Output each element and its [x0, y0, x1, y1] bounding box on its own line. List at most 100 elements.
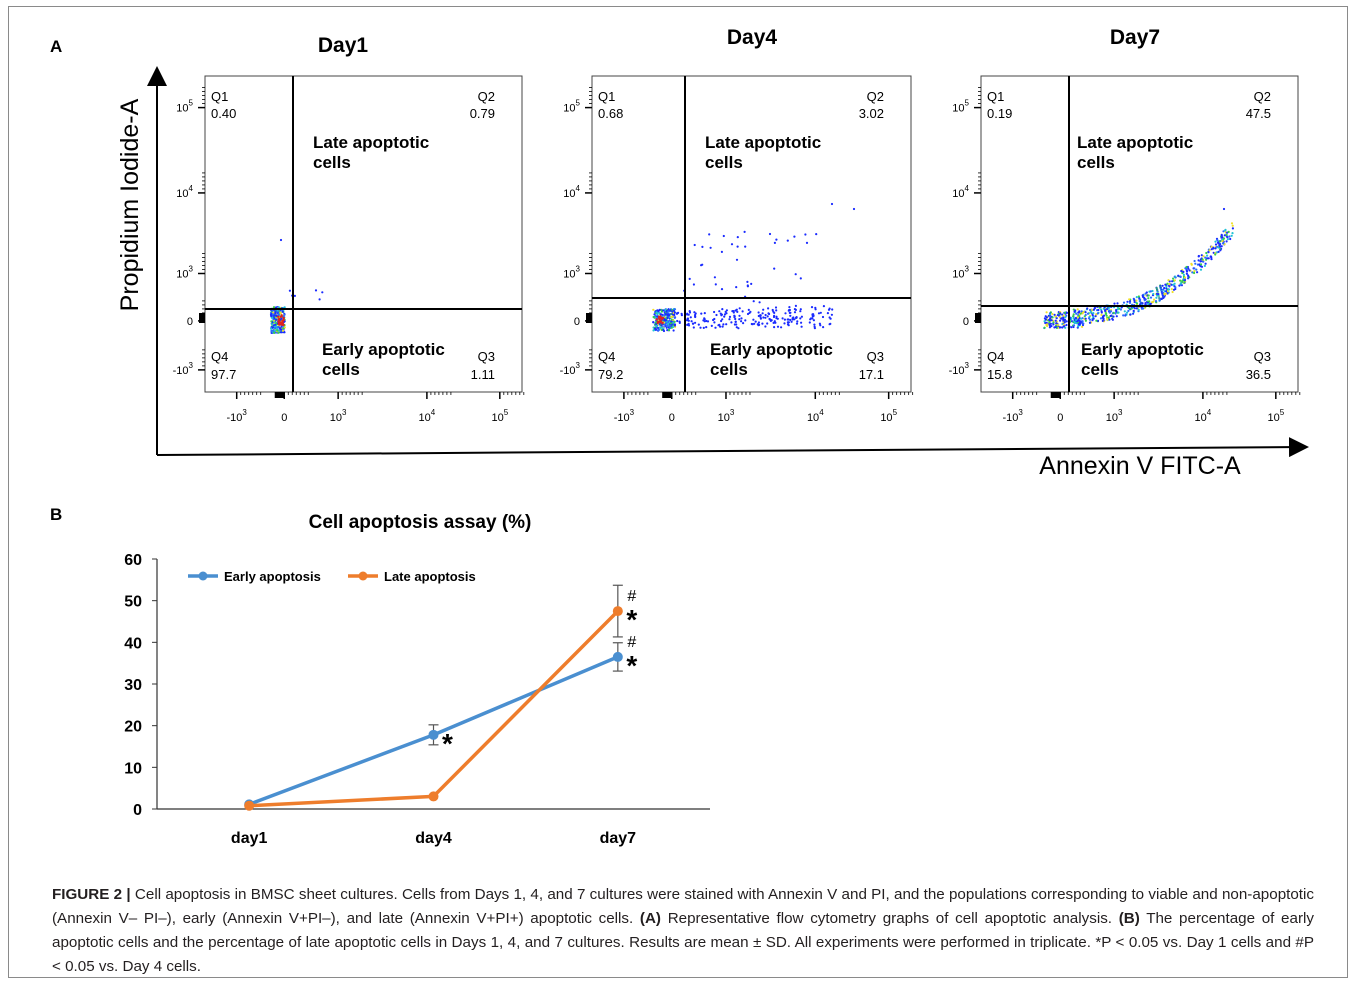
flow-dot — [1100, 308, 1103, 311]
flow-dot — [1081, 320, 1084, 323]
flow-dot — [793, 311, 797, 314]
flow-dot — [1072, 313, 1075, 316]
flow-dot — [1064, 316, 1067, 319]
x-axis-tick-cluster — [662, 392, 673, 398]
flow-dot — [663, 323, 666, 326]
flow-dot — [761, 312, 764, 315]
late-apoptotic-label: Late apoptotic — [1077, 133, 1193, 152]
flow-dot — [1129, 313, 1132, 316]
flow-dot — [1193, 259, 1196, 263]
y-tick-label: 103 — [952, 265, 969, 281]
chart-y-tick-label: 0 — [133, 802, 142, 819]
flow-dot — [1230, 222, 1234, 225]
flow-dot — [1127, 309, 1130, 312]
flow-dot — [708, 233, 711, 236]
flow-dot — [709, 246, 712, 249]
flow-dot — [660, 320, 663, 323]
flow-dot — [1141, 302, 1144, 305]
flow-dot — [1206, 254, 1209, 257]
flow-dot — [655, 324, 658, 327]
flow-dot — [800, 315, 804, 318]
flow-dot — [1077, 325, 1080, 328]
y-axis-tick-cluster — [975, 313, 981, 323]
flow-dot — [671, 315, 674, 318]
flow-dot — [1231, 224, 1234, 227]
flow-dot — [664, 309, 667, 312]
flow-dot — [282, 315, 285, 318]
flow-dot — [657, 316, 661, 319]
flow-dot — [1208, 249, 1211, 252]
flow-dot — [1043, 320, 1046, 323]
legend-swatch-marker — [358, 571, 368, 581]
caption-label: FIGURE 2 | — [52, 886, 131, 903]
flow-dot — [1051, 312, 1054, 316]
flow-dot — [664, 312, 667, 316]
y-tick-label: 104 — [176, 184, 193, 200]
flow-dot — [794, 304, 798, 307]
flow-dot — [737, 327, 740, 330]
flow-dot — [1124, 313, 1127, 316]
quadrant-name: Q1 — [211, 89, 228, 104]
flow-dot — [270, 323, 273, 326]
x-tick-exponent: 3 — [1018, 408, 1023, 417]
chart-title: Cell apoptosis assay (%) — [309, 512, 532, 533]
flow-dot — [1137, 308, 1140, 311]
y-axis-tick-cluster — [199, 313, 205, 323]
chart-point — [428, 791, 439, 802]
flow-dot — [655, 311, 658, 314]
flow-dot — [1060, 317, 1063, 320]
flow-dot — [1149, 290, 1152, 293]
flow-dot — [1101, 319, 1104, 322]
flow-dot — [1076, 316, 1079, 319]
flow-dot — [281, 310, 284, 313]
flow-dot — [1072, 324, 1076, 327]
flow-dot — [736, 310, 739, 313]
flow-dot — [1052, 323, 1055, 326]
flow-dot — [1158, 299, 1161, 302]
flow-dot — [1052, 321, 1055, 324]
flow-dot — [808, 321, 811, 324]
flow-dot — [1210, 256, 1213, 259]
flow-dot — [288, 289, 291, 292]
flow-dot — [657, 329, 660, 332]
x-tick-label: 104 — [807, 408, 824, 424]
flow-dot — [781, 317, 784, 320]
flow-dot — [1123, 310, 1126, 313]
y-tick-exponent: 5 — [189, 99, 194, 108]
flow-dot — [1086, 312, 1090, 315]
chart-point — [428, 729, 439, 740]
flow-dot — [1214, 243, 1218, 246]
flow-dot — [723, 315, 726, 318]
quadrant-name: Q4 — [987, 349, 1004, 364]
flow-dot — [654, 321, 658, 324]
late-apoptotic-label: cells — [313, 153, 351, 172]
flow-dot — [659, 315, 662, 318]
x-tick-exponent: 4 — [819, 408, 824, 417]
flow-dot — [703, 317, 706, 320]
flow-dot — [762, 308, 765, 311]
flow-dot — [1135, 296, 1138, 299]
caption-b-label: (B) — [1118, 910, 1140, 927]
flow-dot — [732, 311, 735, 314]
flow-dot — [667, 308, 670, 311]
flow-dot — [1117, 311, 1120, 314]
flow-dot — [1094, 315, 1097, 318]
flow-dot — [673, 316, 676, 319]
flow-dot — [1147, 294, 1150, 297]
flow-dot — [813, 323, 816, 326]
x-tick-label: 103 — [330, 408, 347, 424]
flow-dot — [1084, 311, 1087, 314]
flow-dot — [687, 319, 690, 322]
flow-dot — [810, 306, 814, 309]
flow-dot — [772, 321, 775, 324]
flow-dot — [271, 326, 274, 329]
flow-dot — [1105, 314, 1108, 317]
flow-dot — [1207, 251, 1210, 254]
figure-canvas: A B Propidium Iodide-A Annexin V FITC-A … — [50, 26, 1309, 847]
quadrant-value-q4: 15.8 — [987, 367, 1012, 382]
flow-dot — [1103, 314, 1106, 317]
flow-dot — [814, 308, 817, 311]
flow-dot — [1048, 324, 1051, 327]
y-tick-exponent: 3 — [189, 265, 194, 274]
x-tick-label: 105 — [880, 408, 897, 424]
